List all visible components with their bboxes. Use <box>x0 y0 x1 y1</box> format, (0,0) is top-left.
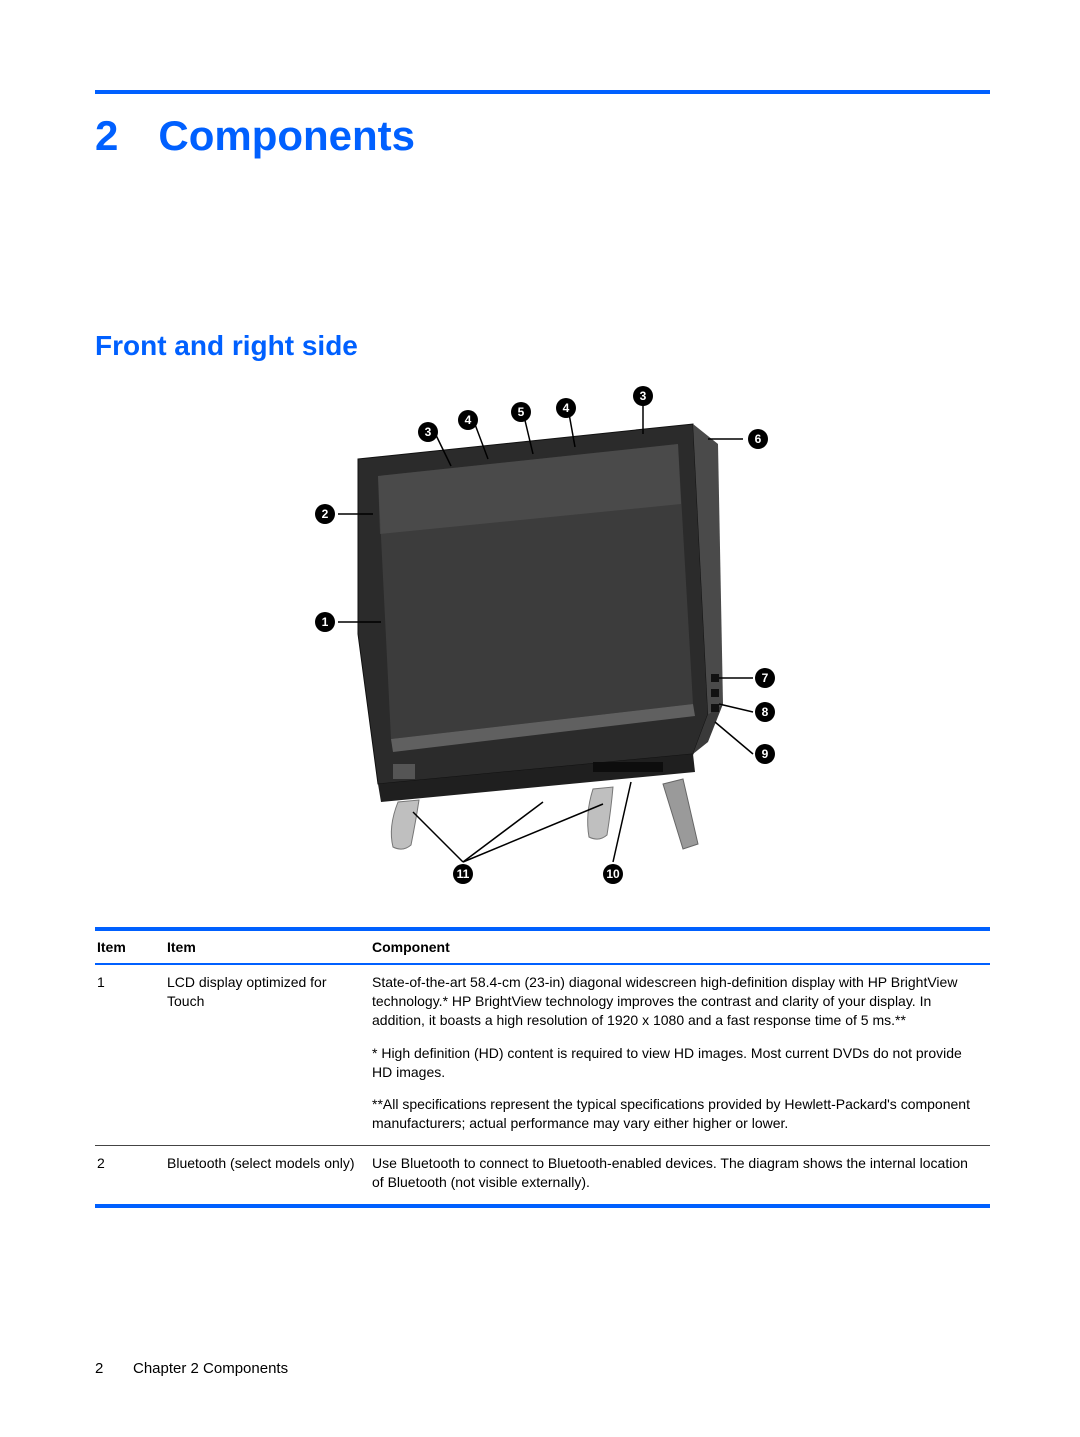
cell-item-num: 1 <box>95 964 165 1146</box>
callout-label: 1 <box>321 615 328 629</box>
table-header-row: Item Item Component <box>95 929 990 964</box>
kickstand <box>663 779 698 849</box>
col-header-item-num: Item <box>95 929 165 964</box>
right-foot <box>587 787 612 839</box>
callout-label: 3 <box>424 425 431 439</box>
callout-label: 11 <box>456 867 469 881</box>
page-footer: 2 Chapter 2 Components <box>95 1360 990 1377</box>
port-c <box>711 704 719 712</box>
col-header-item-name: Item <box>165 929 370 964</box>
diagram-svg: 1 2 3 4 5 4 3 6 7 8 9 11 10 <box>263 384 823 894</box>
manual-page: 2 Components Front and right side <box>0 0 1080 1437</box>
table-row: 2Bluetooth (select models only)Use Bluet… <box>95 1146 990 1206</box>
chapter-heading: 2 Components <box>95 112 990 160</box>
callout-label: 5 <box>517 405 524 419</box>
cell-component-desc: Use Bluetooth to connect to Bluetooth-en… <box>370 1146 990 1206</box>
chapter-title: Components <box>158 112 415 160</box>
callout-label: 9 <box>761 747 768 761</box>
callout-label: 7 <box>761 671 768 685</box>
section-heading: Front and right side <box>95 330 990 362</box>
cell-item-name: Bluetooth (select models only) <box>165 1146 370 1206</box>
footer-text: Chapter 2 Components <box>133 1360 288 1377</box>
cell-item-name: LCD display optimized for Touch <box>165 964 370 1146</box>
callout-label: 8 <box>761 705 768 719</box>
footer-page-number: 2 <box>95 1360 109 1377</box>
left-foot <box>391 800 419 849</box>
callout-label: 3 <box>639 389 646 403</box>
device-body <box>358 424 723 849</box>
table-row: 1LCD display optimized for TouchState-of… <box>95 964 990 1146</box>
cell-item-num: 2 <box>95 1146 165 1206</box>
components-table: Item Item Component 1LCD display optimiz… <box>95 927 990 1208</box>
logo-block <box>393 764 415 779</box>
col-header-component: Component <box>370 929 990 964</box>
speaker-grille <box>593 762 663 772</box>
callout-label: 2 <box>321 507 328 521</box>
callout-label: 10 <box>606 867 620 881</box>
port-b <box>711 689 719 697</box>
chapter-number: 2 <box>95 112 118 160</box>
component-diagram: 1 2 3 4 5 4 3 6 7 8 9 11 10 <box>95 384 990 899</box>
cell-component-desc: State-of-the-art 58.4-cm (23-in) diagona… <box>370 964 990 1146</box>
callout-label: 6 <box>754 432 761 446</box>
top-rule <box>95 90 990 94</box>
callout-label: 4 <box>464 413 471 427</box>
callout-label: 4 <box>562 401 569 415</box>
port-a <box>711 674 719 682</box>
